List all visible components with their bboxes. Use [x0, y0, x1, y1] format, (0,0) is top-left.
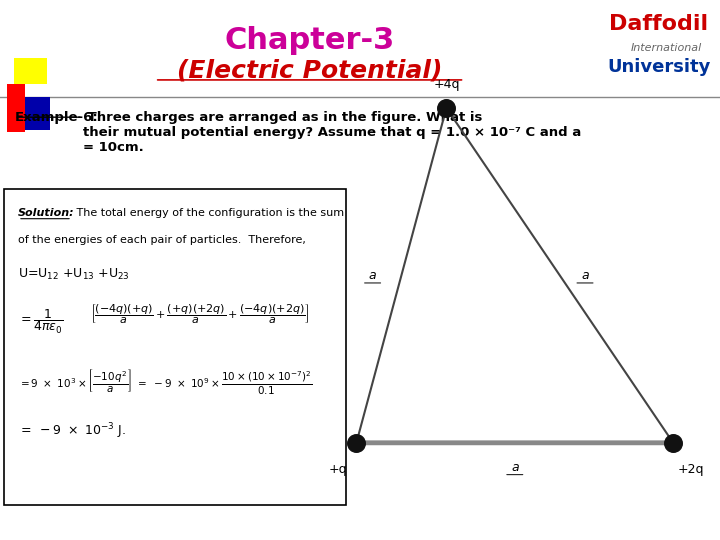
Text: a: a: [581, 269, 589, 282]
Text: (Electric Potential): (Electric Potential): [177, 58, 442, 82]
Text: $=9\ \times\ 10^3 \times \left[\dfrac{-10q^2}{a}\right]$$\ =\ -9\ \times\ 10^9 \: $=9\ \times\ 10^3 \times \left[\dfrac{-1…: [18, 367, 312, 396]
FancyBboxPatch shape: [14, 58, 47, 84]
Text: Daffodil: Daffodil: [609, 14, 708, 35]
Text: Chapter-3: Chapter-3: [225, 26, 395, 55]
Point: [667, 438, 679, 447]
Text: +4q: +4q: [433, 78, 459, 91]
Point: [441, 104, 452, 112]
FancyBboxPatch shape: [7, 84, 25, 132]
Text: a: a: [511, 461, 518, 474]
Text: $= \dfrac{1}{4\pi\varepsilon_0}$: $= \dfrac{1}{4\pi\varepsilon_0}$: [18, 308, 63, 336]
Text: +2q: +2q: [678, 463, 704, 476]
Text: $\left[\dfrac{(-4q)(+q)}{a}+\dfrac{(+q)(+2q)}{a}+\dfrac{(-4q)(+2q)}{a}\right]$: $\left[\dfrac{(-4q)(+q)}{a}+\dfrac{(+q)(…: [90, 302, 310, 326]
Text: Example-6:: Example-6:: [14, 111, 98, 124]
Text: $=\ -9\ \times\ 10^{-3}$ J.: $=\ -9\ \times\ 10^{-3}$ J.: [18, 421, 126, 441]
FancyBboxPatch shape: [25, 97, 50, 130]
Text: Three charges are arranged as in the figure. What is
their mutual potential ener: Three charges are arranged as in the fig…: [83, 111, 581, 154]
Text: U=U$_{12}$ +U$_{13}$ +U$_{23}$: U=U$_{12}$ +U$_{13}$ +U$_{23}$: [18, 267, 130, 282]
Text: of the energies of each pair of particles.  Therefore,: of the energies of each pair of particle…: [18, 235, 306, 245]
Text: University: University: [607, 58, 711, 77]
Point: [351, 438, 362, 447]
Text: +q: +q: [329, 463, 348, 476]
FancyBboxPatch shape: [4, 189, 346, 505]
Text: a: a: [369, 269, 377, 282]
Text: International: International: [631, 43, 701, 52]
Text: Solution:: Solution:: [18, 208, 75, 218]
Text: The total energy of the configuration is the sum: The total energy of the configuration is…: [73, 208, 345, 218]
